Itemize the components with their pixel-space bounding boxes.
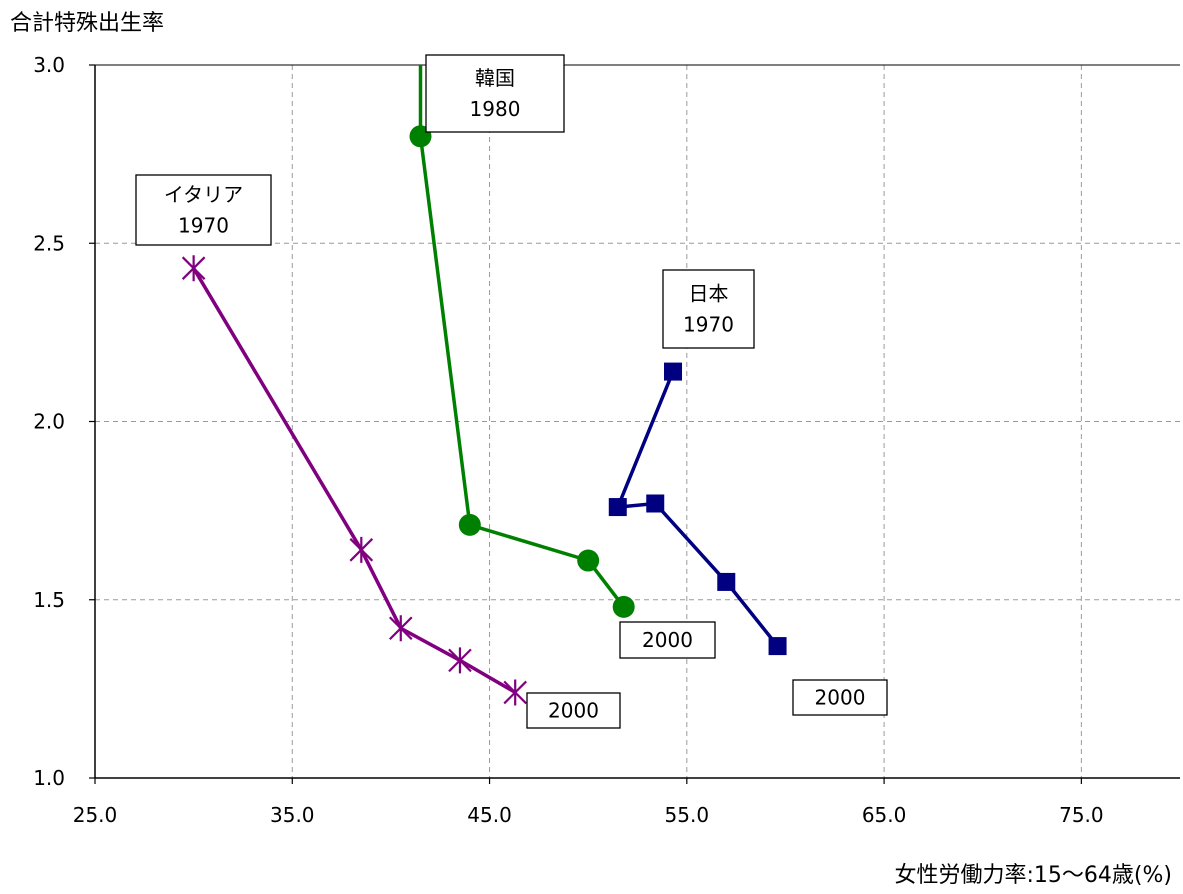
label-box-text: 日本 [689,282,729,306]
x-tick-label: 45.0 [467,803,512,827]
x-tick-label: 25.0 [73,803,118,827]
label-box-text: イタリア [164,183,243,207]
label-box-text: 韓国 [475,66,515,90]
label-box-frame [135,174,272,246]
label-box-text: 2000 [548,699,599,723]
data-point [768,637,787,656]
label-box-text: 1980 [470,97,521,121]
data-point [717,572,736,591]
y-tick-label: 2.0 [33,410,65,434]
axes [89,64,1180,784]
tick-labels: 1.0 1.5 2.0 2.5 3.0 25.0 35.0 45.0 55.0 65.0 75.0 [33,53,1103,827]
label-box-frame [619,621,716,659]
label-box: 韓国 1980 [425,54,565,133]
label-box-frame [425,54,565,133]
grid [95,64,1180,778]
label-box: 日本 1970 [662,269,755,349]
y-tick-label: 2.5 [33,231,65,255]
data-point [458,513,481,536]
label-box-text: 2000 [642,628,693,652]
data-point [181,255,206,282]
data-point [577,549,600,572]
data-point [448,647,472,674]
y-tick-label: 1.5 [33,588,65,612]
label-box-text: 1970 [178,214,229,238]
label-box: 2000 [526,692,621,729]
label-box: イタリア 1970 [135,174,272,246]
data-point [664,362,683,381]
x-axis-label: 女性労働力率:15〜64歳(%) [895,863,1172,888]
annotation-labels: イタリア 1970 2000 韓国 1980 2000 日本 1970 2000 [135,54,888,729]
series-line [192,267,517,694]
label-box: 2000 [619,621,716,659]
data-point [388,615,413,642]
y-axis-label: 合計特殊出生率 [10,11,164,36]
x-tick-label: 65.0 [862,803,907,827]
series-group [181,65,787,706]
data-point [612,595,635,618]
label-box-frame [792,679,888,716]
x-tick-label: 75.0 [1059,803,1104,827]
data-point [608,498,627,517]
label-box: 2000 [792,679,888,716]
series-3 [608,362,787,656]
series-1 [181,255,527,706]
y-tick-label: 3.0 [33,53,65,77]
data-point [646,494,665,513]
label-box-frame [526,692,621,729]
label-box-frame [662,269,755,349]
label-box-text: 2000 [815,686,866,710]
x-tick-label: 55.0 [665,803,710,827]
label-box-text: 1970 [683,313,734,337]
data-point [503,679,527,706]
series-line [616,370,779,648]
data-point [349,536,374,563]
y-tick-label: 1.0 [33,766,65,790]
x-tick-label: 35.0 [270,803,315,827]
